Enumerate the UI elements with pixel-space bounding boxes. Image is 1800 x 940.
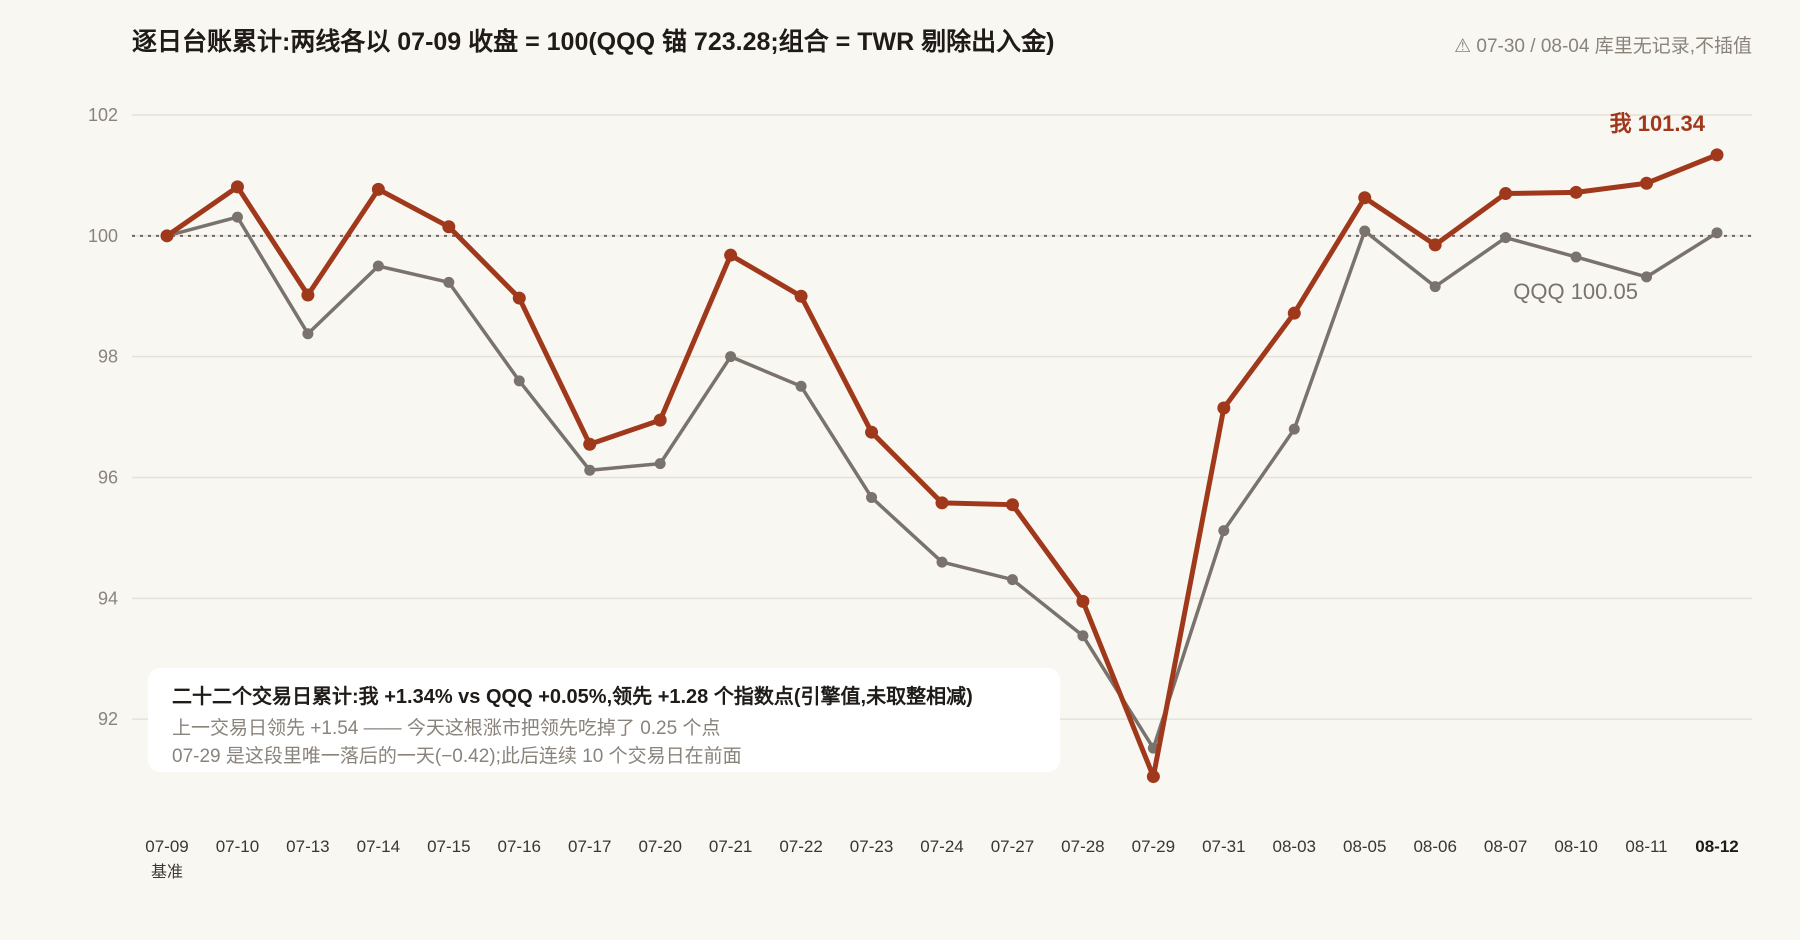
x-tick-label: 08-07 <box>1484 837 1527 856</box>
data-point-qqq <box>1711 227 1723 239</box>
data-point-qqq <box>725 351 737 363</box>
y-axis: 92 94 96 98 100 102 <box>88 105 118 729</box>
x-tick-label: 07-23 <box>850 837 893 856</box>
data-point-me <box>1146 770 1160 784</box>
data-point-qqq <box>584 464 596 476</box>
grid <box>132 114 1752 720</box>
data-point-me <box>724 248 738 262</box>
y-tick-label: 92 <box>98 709 118 729</box>
x-tick-label: 08-10 <box>1554 837 1597 856</box>
y-tick-label: 96 <box>98 468 118 488</box>
data-point-me <box>865 425 879 439</box>
x-tick-label: 07-22 <box>779 837 822 856</box>
data-point-qqq <box>1641 271 1653 283</box>
x-tick-label: 07-09 <box>145 837 188 856</box>
data-point-qqq <box>795 380 807 392</box>
data-point-qqq <box>1218 525 1230 537</box>
end-labels: 我 101.34 QQQ 100.05 <box>1513 111 1706 304</box>
data-point-me <box>935 496 949 510</box>
data-point-me <box>442 220 456 234</box>
data-point-me <box>371 182 385 196</box>
y-tick-label: 98 <box>98 347 118 367</box>
data-point-qqq <box>302 328 314 340</box>
x-tick-label: 08-05 <box>1343 837 1386 856</box>
x-tick-label: 07-28 <box>1061 837 1104 856</box>
data-point-qqq <box>513 375 525 387</box>
x-tick-label: 07-31 <box>1202 837 1245 856</box>
x-tick-label: 07-15 <box>427 837 470 856</box>
x-tick-label: 08-06 <box>1413 837 1456 856</box>
data-point-qqq <box>1077 630 1089 642</box>
data-point-me <box>1005 498 1019 512</box>
data-point-me <box>583 437 597 451</box>
data-point-qqq <box>654 458 666 470</box>
data-point-me <box>512 291 526 305</box>
summary-line-1: 二十二个交易日累计:我 +1.34% vs QQQ +0.05%,领先 +1.2… <box>172 684 973 708</box>
x-tick-label: 07-20 <box>638 837 681 856</box>
x-tick-label: 07-13 <box>286 837 329 856</box>
x-tick-label: 07-24 <box>920 837 963 856</box>
summary-box: 二十二个交易日累计:我 +1.34% vs QQQ +0.05%,领先 +1.2… <box>148 668 1060 772</box>
data-point-qqq <box>1500 232 1512 244</box>
y-tick-label: 100 <box>88 226 118 246</box>
data-point-me <box>301 288 315 302</box>
data-point-qqq <box>1359 225 1371 237</box>
x-tick-label: 08-03 <box>1273 837 1316 856</box>
data-point-qqq <box>1570 251 1582 263</box>
series-layer <box>160 148 1724 784</box>
data-point-qqq <box>936 556 948 568</box>
x-tick-label: 07-17 <box>568 837 611 856</box>
data-point-me <box>1287 306 1301 320</box>
x-axis: 07-09 07-10 07-13 07-14 07-15 07-16 07-17 07-20… <box>145 837 1738 881</box>
data-point-qqq <box>372 260 384 272</box>
x-tick-label: 07-27 <box>991 837 1034 856</box>
data-point-me <box>1710 148 1724 162</box>
summary-line-3: 07-29 是这段里唯一落后的一天(−0.42);此后连续 10 个交易日在前面 <box>172 745 742 767</box>
end-label-qqq: QQQ 100.05 <box>1513 279 1638 304</box>
x-tick-label: 08-11 <box>1625 837 1667 856</box>
missing-data-note: ⚠ 07-30 / 08-04 库里无记录,不插值 <box>1454 35 1752 57</box>
end-label-me: 我 101.34 <box>1610 111 1706 136</box>
data-point-me <box>230 180 244 194</box>
data-point-qqq <box>1429 281 1441 293</box>
data-point-qqq <box>866 491 878 503</box>
data-point-me <box>160 229 174 243</box>
x-tick-label: 07-16 <box>498 837 541 856</box>
x-tick-sublabel-base: 基准 <box>151 863 183 881</box>
x-tick-label: 08-12 <box>1695 837 1738 856</box>
data-point-me <box>1428 238 1442 252</box>
data-point-me <box>1499 187 1513 201</box>
y-tick-label: 102 <box>88 105 118 125</box>
data-point-me <box>1569 185 1583 199</box>
x-tick-label: 07-14 <box>357 837 400 856</box>
x-tick-label: 07-21 <box>709 837 752 856</box>
data-point-me <box>1217 401 1231 415</box>
data-point-me <box>653 413 667 427</box>
data-point-me <box>794 289 808 303</box>
x-tick-label: 07-10 <box>216 837 259 856</box>
data-point-qqq <box>1288 423 1300 435</box>
summary-box-background <box>148 668 1060 772</box>
chart-title: 逐日台账累计:两线各以 07-09 收盘 = 100(QQQ 锚 723.28;… <box>132 27 1054 56</box>
y-tick-label: 94 <box>98 588 118 608</box>
data-point-me <box>1640 176 1654 190</box>
data-point-qqq <box>231 211 243 223</box>
data-point-qqq <box>1006 574 1018 586</box>
data-point-qqq <box>443 276 455 288</box>
data-point-me <box>1076 594 1090 608</box>
x-tick-label: 07-29 <box>1132 837 1175 856</box>
summary-line-2: 上一交易日领先 +1.54 —— 今天这根涨市把领先吃掉了 0.25 个点 <box>172 717 720 739</box>
data-point-me <box>1358 191 1372 205</box>
